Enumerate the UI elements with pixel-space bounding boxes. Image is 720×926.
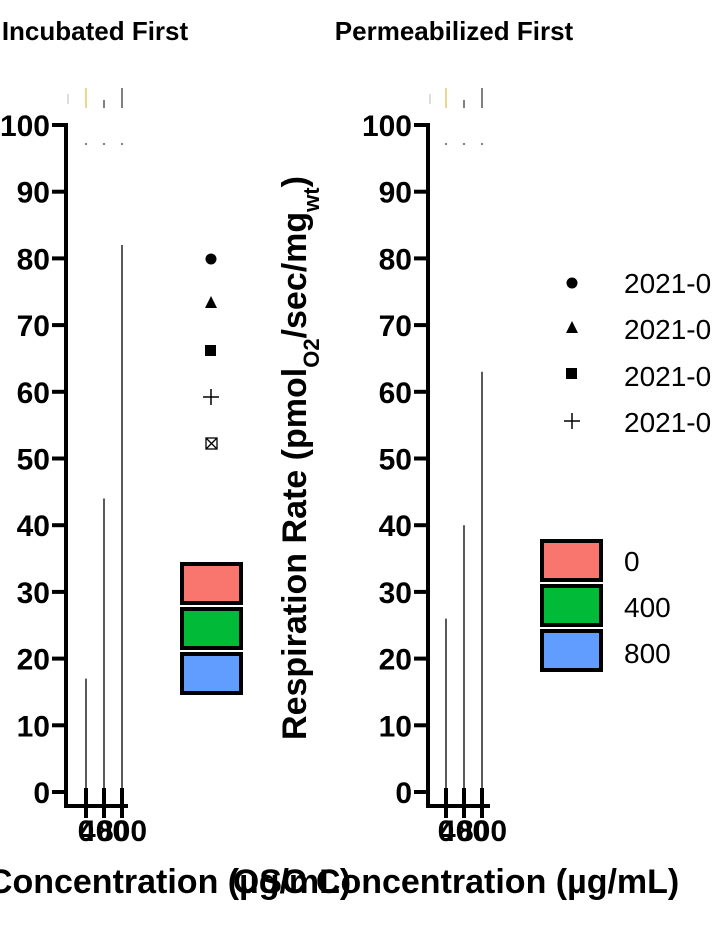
x-tick-label: 800 xyxy=(97,815,147,848)
legend-swatch-0 xyxy=(180,562,243,605)
legend-label: 400 xyxy=(624,592,671,623)
y-tick-label: 100 xyxy=(0,110,50,143)
y-tick-label: 30 xyxy=(17,577,50,610)
shape-legend xyxy=(203,253,219,450)
y-tick-label: 50 xyxy=(17,444,50,477)
y-tick-label: 60 xyxy=(379,377,412,410)
top-marks xyxy=(429,88,483,145)
legend-label: 2021-0 xyxy=(624,361,711,392)
legend-cross-marker xyxy=(203,389,219,405)
x-tick-label: 0 xyxy=(78,815,95,848)
x-tick-label: 400 xyxy=(79,815,129,848)
fill-legend xyxy=(180,562,243,695)
y-tick-label: 10 xyxy=(17,710,50,743)
y-tick-label: 90 xyxy=(17,177,50,210)
legend-label: 800 xyxy=(624,638,671,669)
y-ticks: 0 10 20 30 40 50 60 70 80 90 100 xyxy=(0,110,66,810)
y-tick-label: 20 xyxy=(17,644,50,677)
panel-incubated-first: Incubated First 0 10 20 30 40 50 60 70 80 90 100 0… xyxy=(0,16,351,901)
bars xyxy=(445,371,483,792)
y-tick-label: 0 xyxy=(33,777,50,810)
legend-square-marker xyxy=(566,368,577,379)
y-tick-label: 70 xyxy=(17,310,50,343)
panel-permeabilized-first: Permeabilized First 0 10 20 30 40 50 60 70 80 90 1… xyxy=(233,16,711,901)
x-tick-label: 400 xyxy=(439,815,489,848)
y-tick-label: 30 xyxy=(379,577,412,610)
y-tick-label: 80 xyxy=(17,243,50,276)
shape-legend: 2021-0 2021-0 2021-0 2021-0 xyxy=(564,268,711,438)
legend-circle-marker xyxy=(566,277,578,289)
legend-cross-marker xyxy=(564,413,580,429)
legend-swatch-400 xyxy=(180,607,243,650)
legend-boxed-x-marker xyxy=(205,437,218,450)
top-marks xyxy=(67,88,123,145)
y-tick-label: 60 xyxy=(17,377,50,410)
legend-label: 2021-0 xyxy=(624,314,711,345)
legend-label: 0 xyxy=(624,546,640,577)
x-tick-label: 800 xyxy=(457,815,507,848)
y-tick-label: 80 xyxy=(379,243,412,276)
y-tick-label: 10 xyxy=(379,710,412,743)
legend-swatch-0 xyxy=(540,539,603,582)
legend-label: 2021-0 xyxy=(624,407,711,438)
legend-square-marker xyxy=(205,345,216,356)
y-tick-label: 100 xyxy=(362,110,412,143)
y-tick-label: 70 xyxy=(379,310,412,343)
y-tick-label: 40 xyxy=(379,510,412,543)
legend-swatch-800 xyxy=(540,629,603,672)
legend-triangle-marker xyxy=(205,296,217,308)
y-tick-label: 40 xyxy=(17,510,50,543)
legend-circle-marker xyxy=(205,253,217,265)
y-tick-label: 20 xyxy=(379,644,412,677)
y-tick-label: 90 xyxy=(379,177,412,210)
legend-triangle-marker xyxy=(566,321,578,333)
y-ticks: 0 10 20 30 40 50 60 70 80 90 100 xyxy=(362,110,428,810)
y-axis-label: Respiration Rate (pmolO2/sec/mgwt) xyxy=(276,176,324,740)
y-tick-label: 50 xyxy=(379,444,412,477)
legend-swatch-400 xyxy=(540,584,603,627)
panel-title: Permeabilized First xyxy=(335,16,574,46)
fill-legend: 0 400 800 xyxy=(540,539,671,672)
bars xyxy=(85,245,123,792)
y-tick-label: 0 xyxy=(395,777,412,810)
panel-title: Incubated First xyxy=(2,16,189,46)
x-axis-label: OSC Concentration (µg/mL) xyxy=(233,863,679,901)
x-tick-label: 0 xyxy=(438,815,455,848)
legend-swatch-800 xyxy=(180,652,243,695)
x-axis-label: OSC Concentration (µg/mL) xyxy=(0,863,351,901)
legend-label: 2021-0 xyxy=(624,268,711,299)
